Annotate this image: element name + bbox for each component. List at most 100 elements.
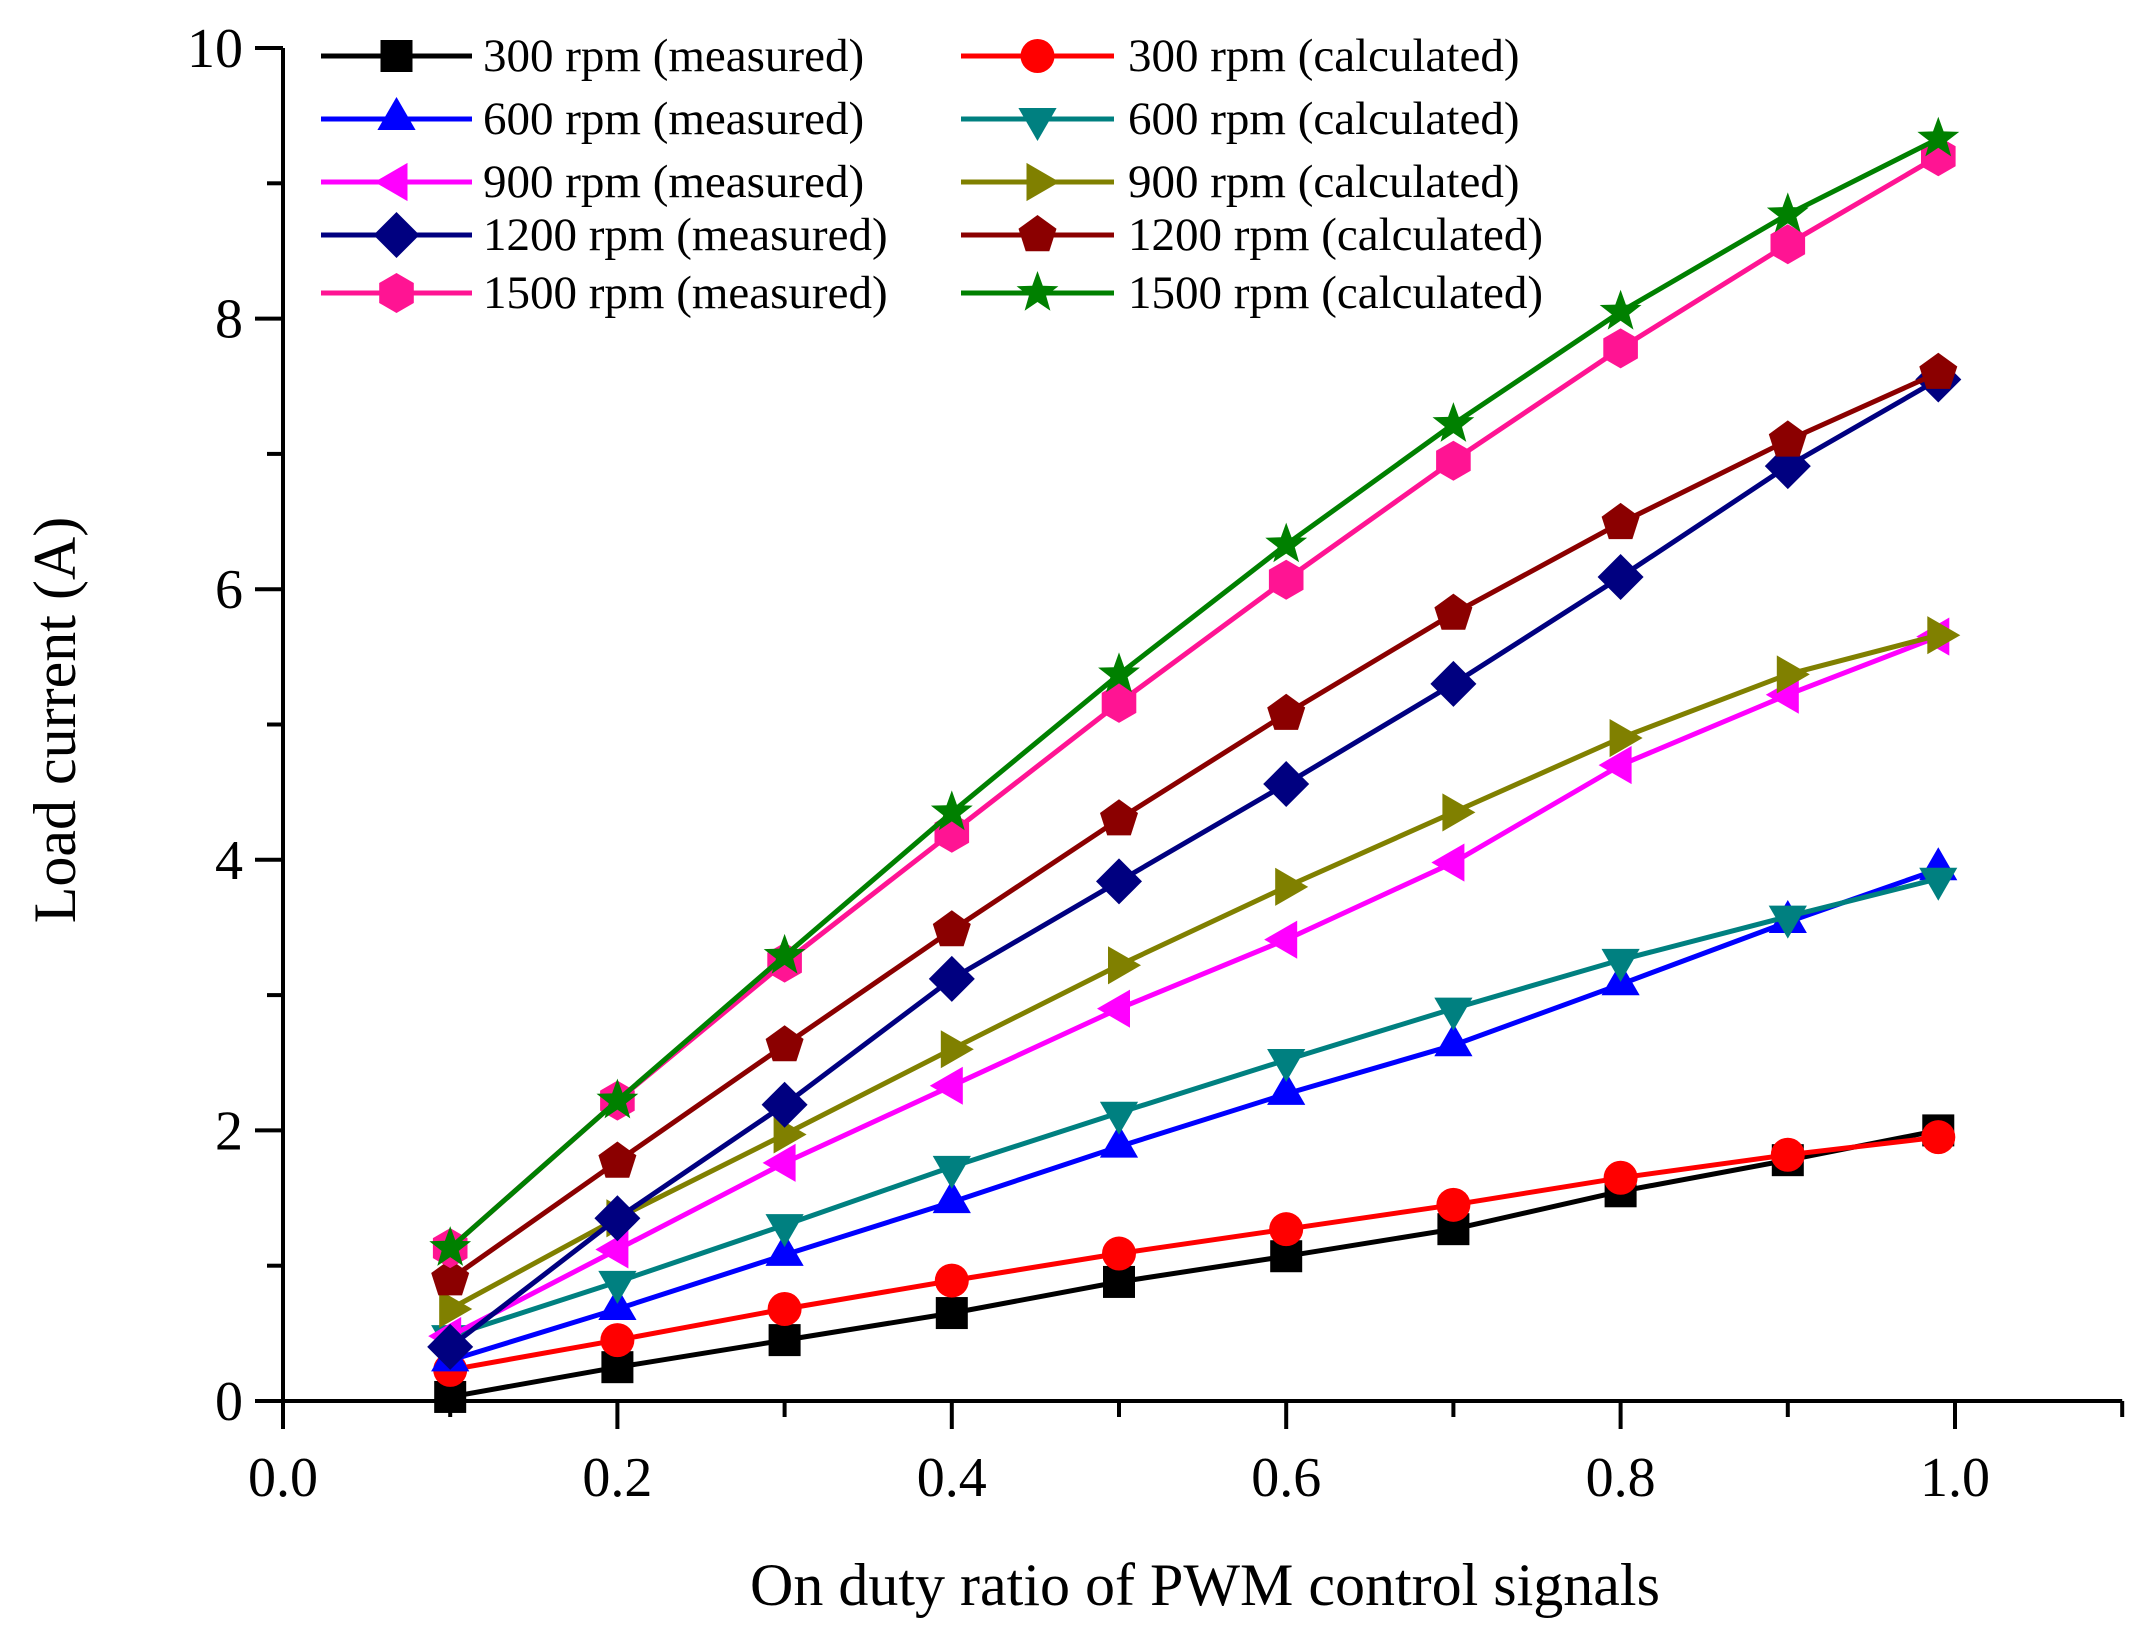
legend-label: 600 rpm (measured) bbox=[483, 93, 864, 145]
diamond-marker bbox=[1096, 858, 1142, 905]
triangle-down-marker bbox=[765, 1214, 804, 1248]
triangle-down-marker bbox=[1434, 997, 1473, 1031]
triangle-up-marker bbox=[932, 1180, 971, 1214]
legend-item: 600 rpm (measured) bbox=[321, 93, 864, 145]
y-tick-label: 2 bbox=[215, 1100, 243, 1162]
square-marker bbox=[380, 40, 413, 72]
x-axis-label: On duty ratio of PWM control signals bbox=[750, 1552, 1660, 1618]
star-marker bbox=[763, 933, 806, 974]
triangle-down-marker bbox=[932, 1155, 971, 1189]
pentagon-marker bbox=[932, 910, 971, 947]
triangle-down-marker bbox=[1601, 948, 1640, 982]
diamond-marker bbox=[761, 1081, 808, 1128]
x-tick-label: 0.4 bbox=[917, 1447, 987, 1509]
legend-item: 1200 rpm (calculated) bbox=[961, 209, 1543, 261]
star-marker bbox=[1599, 289, 1642, 330]
x-tick-label: 0.6 bbox=[1251, 1447, 1321, 1509]
series-line bbox=[448, 154, 1940, 1250]
triangle-left-marker bbox=[1598, 746, 1632, 785]
triangle-left-marker bbox=[929, 1066, 963, 1105]
circle-marker bbox=[600, 1323, 635, 1358]
hexagon-marker bbox=[1101, 682, 1137, 723]
star-marker bbox=[1432, 402, 1475, 442]
series-line bbox=[449, 866, 1940, 1363]
circle-marker bbox=[767, 1291, 802, 1326]
diamond-marker bbox=[427, 1323, 474, 1370]
square-marker bbox=[1103, 1265, 1135, 1298]
series-group bbox=[427, 116, 1962, 1413]
triangle-down-marker bbox=[598, 1270, 637, 1304]
circle-marker bbox=[1269, 1212, 1304, 1247]
legend-item: 600 rpm (calculated) bbox=[961, 93, 1520, 145]
x-tick-label: 0.8 bbox=[1586, 1447, 1656, 1509]
series-line bbox=[448, 136, 1940, 1250]
series-600-rpm-measured bbox=[431, 847, 1958, 1372]
square-marker bbox=[768, 1324, 801, 1357]
legend-item: 300 rpm (calculated) bbox=[961, 30, 1520, 82]
pentagon-marker bbox=[1018, 215, 1057, 252]
legend-label: 900 rpm (calculated) bbox=[1128, 156, 1520, 208]
series-1500-rpm-calculated bbox=[429, 116, 1960, 1266]
circle-marker bbox=[1921, 1120, 1956, 1155]
diamond-marker bbox=[373, 212, 420, 258]
hexagon-marker bbox=[1770, 224, 1806, 265]
star-marker bbox=[596, 1078, 639, 1119]
hexagon-marker bbox=[1268, 559, 1304, 600]
diamond-marker bbox=[1430, 660, 1477, 707]
y-tick-label: 10 bbox=[187, 18, 243, 80]
triangle-up-marker bbox=[1099, 1124, 1139, 1158]
hexagon-marker bbox=[1436, 440, 1471, 481]
triangle-right-marker bbox=[1442, 793, 1476, 832]
triangle-down-marker bbox=[1768, 905, 1807, 939]
legend-item: 300 rpm (measured) bbox=[321, 30, 864, 82]
triangle-left-marker bbox=[374, 162, 408, 202]
series-line bbox=[449, 876, 1939, 1339]
circle-marker bbox=[1603, 1160, 1638, 1195]
circle-marker bbox=[934, 1263, 969, 1298]
triangle-up-marker bbox=[377, 97, 416, 130]
series-line bbox=[448, 377, 1940, 1349]
series-1200-rpm-measured bbox=[427, 356, 1962, 1370]
star-marker bbox=[1766, 192, 1809, 233]
pentagon-marker bbox=[431, 1259, 470, 1296]
star-marker bbox=[1016, 271, 1059, 311]
square-marker bbox=[935, 1297, 968, 1330]
triangle-right-marker bbox=[439, 1289, 473, 1328]
legend-item: 1500 rpm (calculated) bbox=[961, 267, 1543, 319]
circle-marker bbox=[1770, 1137, 1805, 1172]
hexagon-marker bbox=[379, 273, 414, 313]
triangle-down-marker bbox=[1267, 1049, 1306, 1082]
axes: 0.0 0.2 0.4 0.6 0.8 1.0 0 2 4 6 8 10 bbox=[187, 18, 2125, 1509]
triangle-right-marker bbox=[940, 1030, 974, 1069]
legend-label: 1200 rpm (calculated) bbox=[1128, 209, 1543, 261]
legend-label: 1200 rpm (measured) bbox=[483, 209, 888, 261]
triangle-up-marker bbox=[765, 1232, 804, 1266]
triangle-right-marker bbox=[1776, 655, 1810, 694]
star-marker bbox=[429, 1226, 472, 1266]
diamond-marker bbox=[1263, 761, 1310, 807]
triangle-up-marker bbox=[1434, 1023, 1473, 1057]
series-1200-rpm-calculated bbox=[431, 352, 1958, 1296]
legend-label: 300 rpm (calculated) bbox=[1128, 30, 1520, 82]
series-600-rpm-calculated bbox=[431, 867, 1958, 1359]
triangle-left-marker bbox=[762, 1143, 796, 1182]
triangle-left-marker bbox=[1264, 920, 1298, 959]
star-marker bbox=[1917, 116, 1960, 157]
triangle-left-marker bbox=[1431, 843, 1465, 882]
y-tick-label: 8 bbox=[215, 289, 243, 351]
pentagon-marker bbox=[1919, 352, 1958, 389]
circle-marker bbox=[1020, 39, 1055, 73]
series-line bbox=[449, 1127, 1939, 1400]
triangle-up-marker bbox=[1267, 1071, 1306, 1105]
triangle-down-marker bbox=[1099, 1101, 1139, 1135]
legend-item: 1500 rpm (measured) bbox=[321, 267, 888, 319]
triangle-right-marker bbox=[1026, 162, 1060, 202]
legend: 300 rpm (measured) 300 rpm (calculated) 60… bbox=[321, 30, 1543, 319]
series-line bbox=[448, 370, 1940, 1282]
triangle-right-marker bbox=[1927, 616, 1961, 655]
pentagon-marker bbox=[1434, 593, 1473, 630]
triangle-right-marker bbox=[1275, 867, 1309, 906]
series-300-rpm-calculated bbox=[433, 1120, 1956, 1387]
pentagon-marker bbox=[598, 1141, 637, 1178]
diamond-marker bbox=[928, 955, 975, 1002]
